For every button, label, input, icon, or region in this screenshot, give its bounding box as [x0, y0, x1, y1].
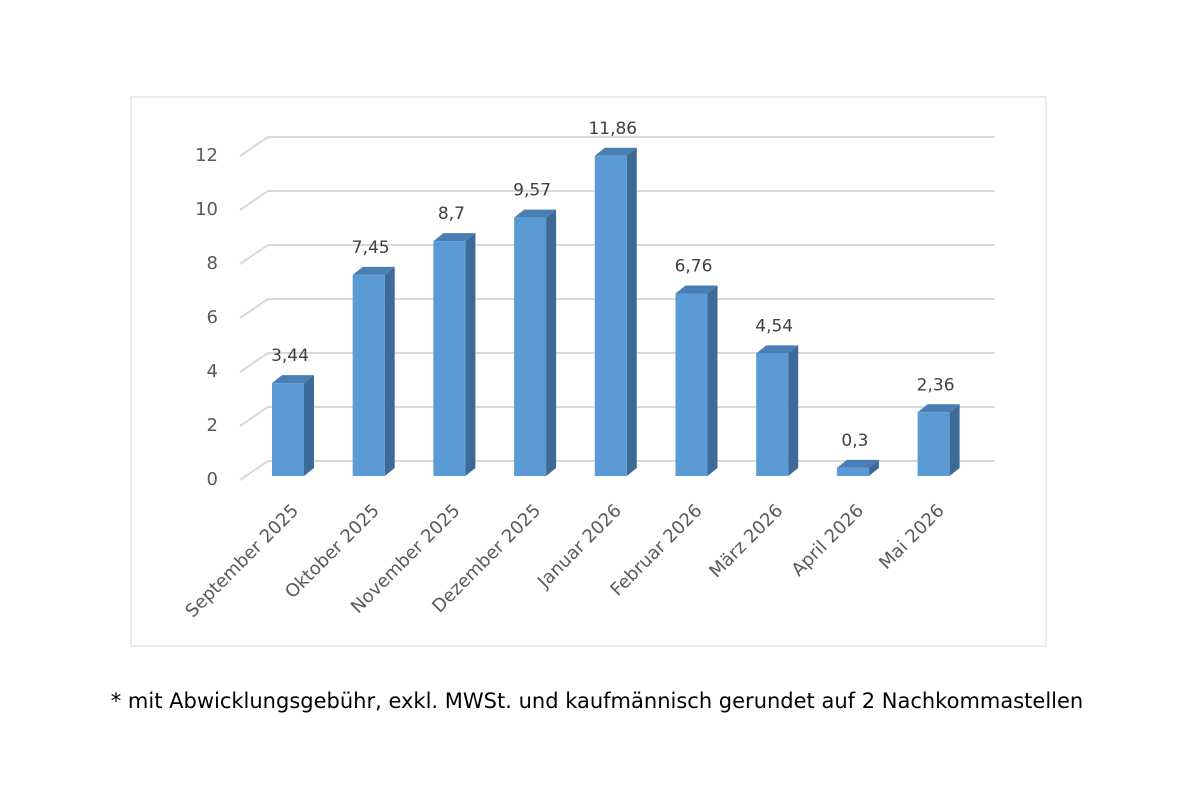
bar-front	[675, 293, 708, 476]
bar-side	[707, 285, 718, 476]
bar-top	[352, 266, 395, 275]
bar-front	[836, 467, 869, 476]
bar-front	[756, 353, 789, 476]
value-label: 2,36	[917, 375, 955, 395]
bar-top	[433, 233, 476, 242]
bar-side	[304, 375, 314, 476]
value-label: 7,45	[352, 238, 390, 258]
bar	[836, 459, 879, 476]
bar	[514, 209, 557, 477]
grid-line	[239, 460, 995, 481]
y-tick-label: 12	[195, 145, 218, 166]
bar-front	[514, 217, 547, 477]
bar-front	[272, 383, 304, 476]
bar	[594, 147, 637, 476]
value-label: 6,76	[675, 256, 713, 276]
value-label: 11,86	[588, 119, 637, 139]
bar-top	[594, 147, 637, 156]
bar	[756, 345, 799, 476]
bar	[433, 233, 476, 476]
bar-top	[675, 285, 718, 294]
bar-front	[433, 241, 466, 476]
grid-line	[239, 352, 995, 373]
y-tick-label: 6	[207, 307, 218, 328]
bar-side	[465, 233, 476, 476]
bar-side	[868, 459, 879, 476]
value-label: 0,3	[841, 431, 868, 451]
bar-top	[756, 345, 799, 354]
grid-line	[239, 298, 995, 319]
bar-side	[949, 404, 960, 476]
bar-front	[352, 274, 385, 476]
bar-side	[384, 266, 395, 476]
grid-line	[239, 136, 995, 157]
value-label: 9,57	[513, 181, 551, 201]
chart-border	[130, 96, 1047, 647]
y-tick-label: 2	[207, 415, 218, 436]
y-tick-label: 4	[207, 361, 218, 382]
bar	[272, 375, 314, 476]
bar	[675, 285, 718, 476]
bar	[352, 266, 395, 476]
bar-top	[514, 209, 557, 218]
y-tick-label: 10	[195, 199, 218, 220]
grid-line	[239, 406, 995, 427]
value-label: 3,44	[271, 346, 309, 366]
value-label: 8,7	[438, 204, 465, 224]
y-tick-label: 8	[207, 253, 218, 274]
footnote: * mit Abwicklungsgebühr, exkl. MWSt. und…	[111, 689, 1083, 713]
grid-line	[239, 190, 995, 211]
bar-top	[272, 375, 314, 384]
value-label: 4,54	[755, 316, 793, 336]
bar-top	[917, 404, 960, 413]
bar	[917, 404, 960, 476]
bar-side	[546, 209, 557, 477]
y-tick-label: 0	[207, 469, 218, 490]
bar-side	[626, 147, 637, 476]
grid-line	[239, 244, 995, 265]
bar-top	[836, 459, 879, 468]
bar-side	[788, 345, 799, 476]
bar-front	[917, 412, 950, 476]
bar-front	[594, 155, 627, 476]
